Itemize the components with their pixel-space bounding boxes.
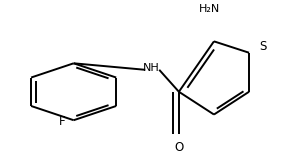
Text: O: O: [174, 141, 184, 154]
Text: S: S: [259, 40, 267, 53]
Text: H₂N: H₂N: [199, 4, 220, 14]
Text: F: F: [59, 114, 65, 128]
Text: NH: NH: [142, 63, 159, 73]
